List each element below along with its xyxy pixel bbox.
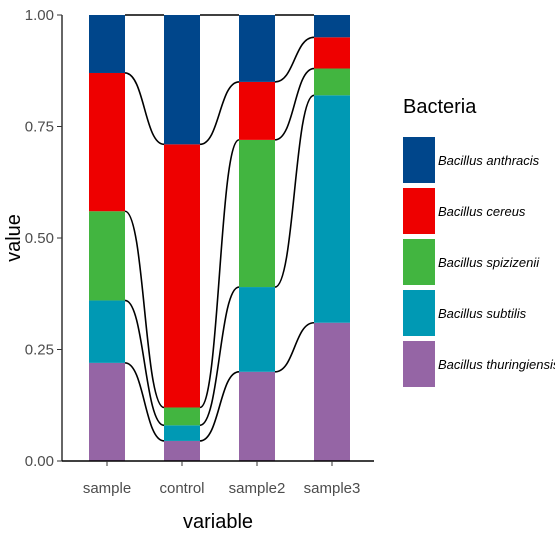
x-tick-label: sample2: [229, 480, 286, 497]
x-tick-label: sample: [83, 480, 131, 497]
bar-segment-control-bacillus-cereus: [164, 144, 200, 408]
legend-swatch: [403, 341, 435, 387]
connector-curve: [124, 362, 165, 442]
legend-title: Bacteria: [403, 96, 477, 118]
connector-curve: [124, 72, 165, 146]
bar-segment-sample2-bacillus-subtilis: [239, 287, 275, 372]
legend-label: Bacillus spizizenii: [438, 255, 540, 270]
bar-segment-sample3-bacillus-spizizenii: [314, 68, 350, 96]
bar-segment-sample3-bacillus-cereus: [314, 37, 350, 69]
connector-curve: [124, 299, 165, 427]
legend: Bacteria Bacillus anthracis Bacillus cere…: [403, 96, 555, 387]
legend-label: Bacillus anthracis: [438, 153, 540, 168]
legend-label: Bacillus cereus: [438, 204, 526, 219]
legend-label: Bacillus thuringiensis: [438, 357, 555, 372]
y-tick-label: 0.50: [25, 230, 54, 247]
bar-segment-sample2-bacillus-thuringiensis: [239, 371, 275, 461]
bar-segment-sample-bacillus-subtilis: [89, 300, 125, 363]
connector-curve: [274, 67, 315, 141]
bar-segment-sample2-bacillus-anthracis: [239, 15, 275, 82]
connector-curve: [274, 321, 315, 373]
bar-segment-sample-bacillus-anthracis: [89, 15, 125, 73]
y-axis-title: value: [3, 214, 25, 262]
x-ticks: sample control sample2 sample3: [83, 461, 361, 497]
plot-area: [89, 15, 350, 461]
connector-curve: [274, 94, 315, 288]
connector-curve: [124, 210, 165, 409]
y-ticks: 0.00 0.25 0.50 0.75 1.00: [25, 7, 62, 470]
x-axis-title: variable: [183, 511, 253, 533]
connector-curve: [199, 139, 240, 409]
bar-segment-sample2-bacillus-spizizenii: [239, 139, 275, 288]
connector-curve: [199, 371, 240, 442]
bar-segment-sample3-bacillus-anthracis: [314, 15, 350, 38]
bar-segment-sample-bacillus-cereus: [89, 72, 125, 212]
y-tick-label: 1.00: [25, 7, 54, 24]
alluvial-connectors: [124, 14, 315, 442]
bar-segment-sample-bacillus-spizizenii: [89, 211, 125, 301]
bar-segment-sample2-bacillus-cereus: [239, 81, 275, 140]
legend-swatch: [403, 290, 435, 336]
legend-swatch: [403, 137, 435, 183]
y-tick-label: 0.25: [25, 342, 54, 359]
legend-swatch: [403, 188, 435, 234]
connector-curve: [199, 81, 240, 146]
bar-segment-control-bacillus-thuringiensis: [164, 440, 200, 461]
bar-segment-control-bacillus-spizizenii: [164, 407, 200, 426]
bar-segment-control-bacillus-anthracis: [164, 15, 200, 145]
y-tick-label: 0.00: [25, 453, 54, 470]
y-tick-label: 0.75: [25, 119, 54, 136]
connector-curve: [199, 286, 240, 427]
legend-label: Bacillus subtilis: [438, 306, 527, 321]
bar-segment-control-bacillus-subtilis: [164, 425, 200, 441]
connector-curve: [274, 36, 315, 83]
bar-segment-sample3-bacillus-subtilis: [314, 95, 350, 323]
bar-segment-sample3-bacillus-thuringiensis: [314, 322, 350, 461]
x-tick-label: control: [159, 480, 204, 497]
bar-segment-sample-bacillus-thuringiensis: [89, 362, 125, 461]
legend-swatch: [403, 239, 435, 285]
x-tick-label: sample3: [304, 480, 361, 497]
